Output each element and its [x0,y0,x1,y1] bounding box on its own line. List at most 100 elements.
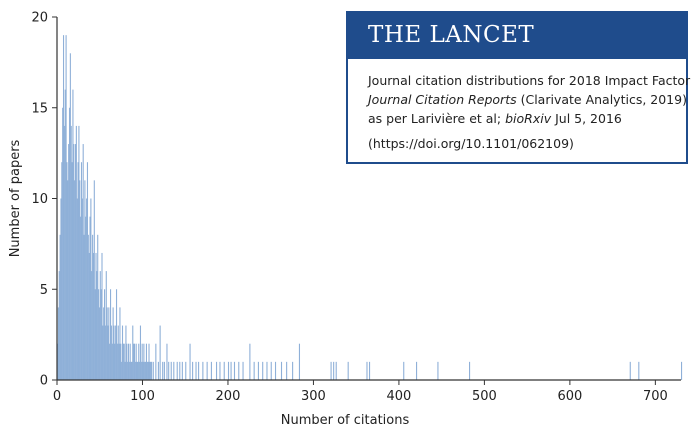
histogram-bar [629,361,631,380]
histogram-bar [117,325,119,380]
histogram-bar [270,361,272,380]
histogram-bar [64,89,66,380]
histogram-bar [195,361,197,380]
doi-link[interactable]: (https://doi.org/10.1101/062109) [368,136,574,151]
histogram-bar [140,361,142,380]
histogram-bar [146,361,148,380]
histogram-bar [227,361,230,380]
histogram-bar [163,361,165,380]
histogram-bar [133,343,136,380]
histogram-bar [215,361,218,380]
histogram-bar [149,361,151,380]
histogram-bar [108,307,110,380]
histogram-bar [116,343,118,380]
jcr-title: Journal Citation Reports [368,92,517,107]
histogram-bar [93,180,95,380]
histogram-bar [121,361,123,380]
histogram-bar [80,162,83,380]
histogram-bar [253,361,255,380]
histogram-bar [126,343,128,380]
histogram-bar [72,89,74,380]
histogram-bar [681,361,683,380]
histogram-bar [181,361,183,380]
histogram-bar [123,343,125,380]
histogram-bar [403,361,405,380]
histogram-bar [106,307,108,380]
histogram-bar [97,234,99,380]
histogram-bar [94,289,96,380]
histogram-bar [80,216,82,380]
histogram-bar [157,361,159,380]
histogram-bar [89,216,91,380]
histogram-bar [173,361,175,380]
histogram-bar [130,361,132,380]
info-text: Journal citation distributions for 2018 … [348,59,690,153]
histogram-bar [66,162,68,380]
histogram-bar [249,343,251,380]
histogram-bar [134,361,136,380]
biorxiv-title: bioRxiv [505,111,552,126]
histogram-bar [121,325,124,380]
histogram-bar [133,343,135,380]
histogram-bar [76,198,78,380]
histogram-bar [170,361,172,380]
histogram-bar [366,361,368,380]
histogram-bar [437,361,439,380]
histogram-bar [91,271,93,380]
histogram-bar [127,343,130,380]
histogram-bar [142,361,144,380]
histogram-bar [151,361,153,380]
histogram-bar [369,361,371,380]
histogram-bar [137,361,139,380]
histogram-bar [84,180,86,380]
histogram-bar [109,343,111,380]
histogram-bar [104,289,106,380]
histogram-bar [230,361,232,380]
histogram-bar [292,361,294,380]
histogram-bar [118,343,120,380]
histogram-bar [104,325,106,380]
info-line-2: Journal Citation Reports (Clarivate Anal… [368,90,687,109]
histogram-bar [128,361,130,380]
lancet-info-panel: THE LANCET Journal citation distribution… [346,11,690,164]
histogram-bar [92,234,94,380]
histogram-bar [286,361,288,380]
histogram-bar [185,361,187,380]
histogram-bar [78,125,80,381]
histogram-bar [99,271,101,380]
histogram-bar [148,343,150,380]
histogram-bar [266,361,268,380]
x-tick-label: 200 [216,389,241,404]
histogram-bar [98,289,100,380]
histogram-bar [219,361,221,380]
histogram-bar [469,361,471,380]
histogram-bar [202,361,204,380]
x-tick-label: 600 [557,389,582,404]
histogram-bar [122,343,124,380]
histogram-bar [144,361,146,380]
histogram-bar [86,198,88,380]
histogram-bar [112,307,114,380]
histogram-bar [210,361,212,380]
histogram-bar [75,125,77,381]
histogram-bar [101,252,103,380]
histogram-bar [68,107,71,380]
histogram-bar [111,343,113,380]
histogram-bar [79,180,81,380]
histogram-bar [131,361,133,380]
histogram-bar [189,343,191,380]
histogram-bar [61,162,63,380]
histogram-bar [100,289,102,380]
histogram-bar [145,343,147,380]
histogram-bar [347,361,349,380]
y-tick-label: 20 [31,11,48,26]
histogram-bar [109,289,112,380]
histogram-bar [77,162,79,380]
histogram-bar [60,198,62,380]
histogram-bar [69,53,71,381]
histogram-bar [132,325,134,380]
histogram-bar [176,361,178,380]
histogram-bar [416,361,418,380]
histogram-bar [141,343,143,380]
